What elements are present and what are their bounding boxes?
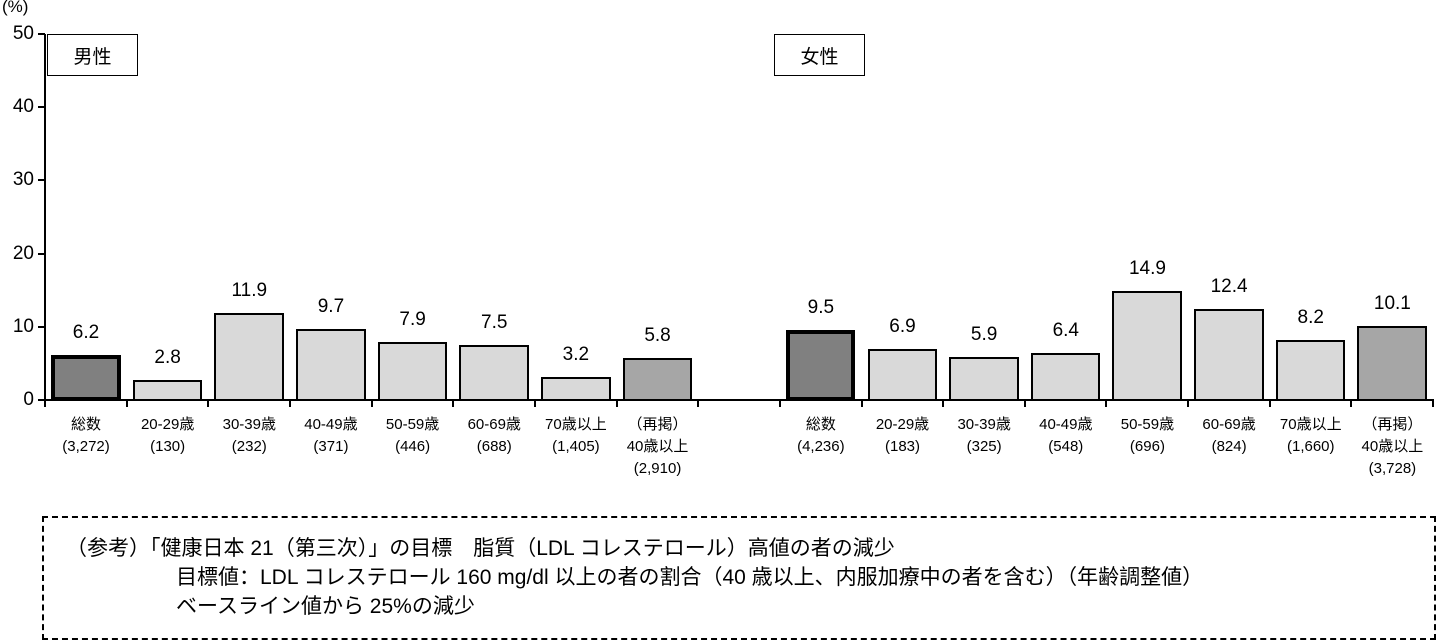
category-label: （再掲） 40歳以上 (3,728) [1361, 416, 1424, 477]
value-label: 9.5 [807, 297, 835, 319]
x-tick [1187, 400, 1190, 407]
reference-note-box: （参考）「健康日本 21（第三次）」の目標 脂質（LDL コレステロール）高値の… [42, 516, 1436, 640]
x-tick [533, 400, 536, 407]
x-tick [1268, 400, 1271, 407]
x-tick [615, 400, 618, 407]
x-tick [860, 400, 863, 407]
value-label: 5.9 [970, 323, 998, 345]
category-label: 40-49歳 (371) [304, 416, 358, 455]
value-label: 14.9 [1128, 257, 1166, 279]
bar-female-5 [1194, 309, 1264, 401]
x-tick [44, 400, 46, 407]
bar-female-0 [785, 330, 856, 401]
bar-female-3 [1030, 353, 1101, 401]
bar-male-5 [459, 345, 529, 401]
y-tick [38, 33, 45, 35]
value-label: 6.9 [889, 316, 916, 338]
y-tick [38, 179, 45, 182]
bar-male-7 [622, 357, 693, 401]
female-panel-label: 女性 [774, 34, 865, 76]
note-line-2: 目標値：LDL コレステロール 160 mg/dl 以上の者の割合（40 歳以上… [176, 566, 1204, 589]
category-label: 50-59歳 (696) [1120, 416, 1175, 455]
category-label: 30-39歳 (325) [957, 416, 1011, 455]
category-label: 30-39歳 (232) [222, 416, 276, 455]
value-label: 5.8 [644, 324, 671, 346]
x-tick [207, 400, 210, 407]
value-label: 7.5 [481, 312, 508, 334]
bar-female-7 [1357, 326, 1428, 401]
value-label: 6.4 [1052, 320, 1079, 342]
x-tick [942, 400, 945, 407]
category-label: 40-49歳 (548) [1039, 416, 1093, 455]
y-tick [38, 399, 45, 401]
value-label: 11.9 [231, 279, 268, 301]
y-tick-label: 20 [12, 242, 34, 264]
male-panel-label: 男性 [47, 34, 138, 76]
bar-chart: (%) 男性 女性 0 10 20 30 40 50 6.2 総数 (3,272) 2.8 20-… [2, 0, 1435, 477]
y-axis [44, 34, 46, 401]
bar-male-4 [377, 342, 448, 401]
value-label: 7.9 [399, 309, 426, 331]
note-line-1: （参考）「健康日本 21（第三次）」の目標 脂質（LDL コレステロール）高値の… [66, 537, 895, 560]
bar-female-1 [867, 349, 938, 401]
x-tick [778, 400, 781, 407]
y-axis-unit: (%) [2, 0, 29, 16]
x-tick [370, 400, 373, 407]
note-line-3: ベースライン値から 25%の減少 [176, 595, 475, 618]
x-tick [1432, 400, 1435, 407]
y-tick-label: 40 [12, 96, 34, 118]
value-label: 9.7 [317, 295, 345, 317]
bar-male-3 [295, 328, 366, 401]
x-tick [1105, 400, 1108, 407]
value-label: 6.2 [72, 321, 100, 343]
x-tick [1023, 400, 1026, 407]
category-label: 70歳以上 (1,405) [545, 416, 607, 455]
y-tick-label: 30 [12, 169, 34, 191]
value-label: 2.8 [154, 346, 181, 368]
y-tick-label: 10 [12, 315, 34, 337]
category-label: 総数 (3,272) [62, 416, 110, 455]
y-tick-label: 50 [12, 23, 34, 44]
x-tick [1350, 400, 1353, 407]
bar-male-6 [540, 376, 611, 401]
x-tick [452, 400, 455, 407]
bar-female-6 [1275, 339, 1346, 401]
bar-male-1 [132, 379, 203, 401]
category-label: 20-29歳 (130) [140, 416, 195, 455]
y-tick [38, 106, 45, 109]
bar-male-0 [51, 354, 121, 401]
y-tick [38, 325, 45, 328]
value-label: 8.2 [1297, 306, 1324, 328]
category-label: 70歳以上 (1,660) [1279, 416, 1342, 455]
category-label: 50-59歳 (446) [385, 416, 440, 455]
x-tick [697, 400, 700, 407]
category-label: 総数 (4,236) [797, 416, 845, 455]
x-axis [44, 399, 1434, 401]
value-label: 12.4 [1210, 276, 1248, 298]
y-tick-label: 0 [23, 389, 34, 410]
bar-female-4 [1112, 290, 1183, 401]
category-label: （再掲） 40歳以上 (2,910) [626, 416, 689, 477]
category-label: 20-29歳 (183) [875, 416, 930, 455]
x-tick [125, 400, 128, 407]
bar-female-2 [949, 356, 1019, 401]
value-label: 10.1 [1373, 293, 1411, 315]
category-label: 60-69歳 (688) [467, 416, 521, 455]
x-tick [288, 400, 291, 407]
y-tick [38, 252, 45, 255]
category-label: 60-69歳 (824) [1202, 416, 1256, 455]
bar-male-2 [214, 312, 284, 401]
value-label: 3.2 [562, 343, 590, 365]
